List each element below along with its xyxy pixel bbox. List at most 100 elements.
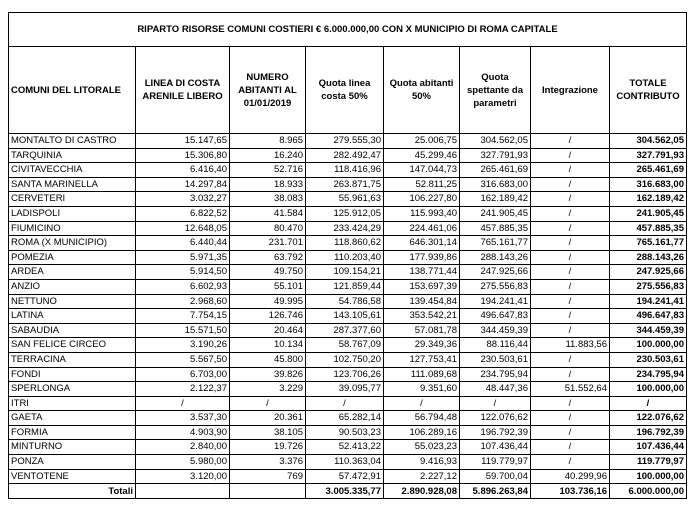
data-row: ANZIO 6.602,93 55.101 121.859,44 153.697,39 2… — [8, 278, 687, 295]
cell: / — [530, 293, 610, 310]
cell: 39.095,77 — [305, 381, 384, 397]
cell: 59.700,04 — [459, 468, 531, 485]
municipality-name: LADISPOLI — [8, 205, 136, 222]
cell: / — [530, 264, 610, 280]
cell: 29.349,36 — [383, 337, 460, 353]
cell: 16.240 — [229, 147, 306, 164]
cell: / — [530, 220, 610, 237]
cell: 4.903,90 — [135, 424, 230, 441]
cell: / — [530, 176, 610, 193]
cell: 138.771,44 — [383, 264, 460, 280]
empty-cell — [229, 483, 306, 499]
table-title: RIPARTO RISORSE COMUNI COSTIERI € 6.000.… — [8, 12, 687, 47]
cell: 769 — [229, 468, 306, 485]
cell: 38.083 — [229, 191, 306, 207]
cell: 52.413,22 — [305, 439, 384, 456]
cell: 14.297,84 — [135, 176, 230, 193]
cell: 15.147,65 — [135, 133, 230, 149]
cell: / — [229, 395, 306, 412]
cell: 115.993,40 — [383, 205, 460, 222]
cell: 49.995 — [229, 293, 306, 310]
total-cell: 103.736,16 — [530, 483, 610, 499]
data-row: MONTALTO DI CASTRO 15.147,65 8.965 279.555,… — [8, 133, 687, 149]
municipality-name: SPERLONGA — [8, 381, 136, 397]
municipality-name: MONTALTO DI CASTRO — [8, 133, 136, 149]
cell: / — [530, 162, 610, 178]
cell: 247.925,66 — [459, 264, 531, 280]
cell: 63.792 — [229, 249, 306, 266]
cell: 5.914,50 — [135, 264, 230, 280]
municipality-name: POMEZIA — [8, 249, 136, 266]
cell: 80.470 — [229, 220, 306, 237]
cell: 162.189,42 — [459, 191, 531, 207]
cell: / — [530, 410, 610, 426]
cell: 234.795,94 — [459, 366, 531, 383]
cell: 263.871,75 — [305, 176, 384, 193]
cell: 496.647,83 — [609, 308, 687, 324]
empty-cell — [135, 483, 230, 499]
cell: 765.161,77 — [609, 235, 687, 251]
municipality-name: ARDEA — [8, 264, 136, 280]
cell: 8.965 — [229, 133, 306, 149]
cell: 9.416,93 — [383, 454, 460, 470]
cell: 279.555,30 — [305, 133, 384, 149]
cell: 100.000,00 — [609, 337, 687, 353]
cell: 196.792,39 — [459, 424, 531, 441]
municipality-name: CERVETERI — [8, 191, 136, 207]
municipality-name: FONDI — [8, 366, 136, 383]
cell: 177.939,86 — [383, 249, 460, 266]
data-row: TERRACINA 5.567,50 45.800 102.750,20 127.753… — [8, 351, 687, 368]
data-row: VENTOTENE 3.120,00 769 57.472,91 2.227,12 59.… — [8, 468, 687, 485]
column-header: Quota abitanti 50% — [383, 46, 460, 134]
data-row: FONDI 6.703,00 39.826 123.706,26 111.089,68 2… — [8, 366, 687, 383]
cell: 110.363,04 — [305, 454, 384, 470]
cell: 111.089,68 — [383, 366, 460, 383]
cell: 6.440,44 — [135, 235, 230, 251]
cell: 496.647,83 — [459, 308, 531, 324]
data-row: NETTUNO 2.968,60 49.995 54.786,58 139.454,84… — [8, 293, 687, 310]
data-row: FORMIA 4.903,90 38.105 90.503,23 106.289,16 1… — [8, 424, 687, 441]
total-cell: 6.000.000,00 — [609, 483, 687, 499]
cell: 10.134 — [229, 337, 306, 353]
cell: 25.006,75 — [383, 133, 460, 149]
column-header: TOTALE CONTRIBUTO — [609, 46, 687, 134]
cell: 55.023,23 — [383, 439, 460, 456]
cell: 3.229 — [229, 381, 306, 397]
cell: 123.706,26 — [305, 366, 384, 383]
cell: 65.282,14 — [305, 410, 384, 426]
totals-row: Totali 3.005.335,77 2.890.928,08 5.896.263,… — [8, 483, 687, 499]
cell: 3.537,30 — [135, 410, 230, 426]
municipality-name: ROMA (X MUNICIPIO) — [8, 235, 136, 251]
totals-label: Totali — [8, 483, 136, 499]
cell: 6.822,52 — [135, 205, 230, 222]
cell: 11.883,56 — [530, 337, 610, 353]
cell: 19.726 — [229, 439, 306, 456]
cell: 2.227,12 — [383, 468, 460, 485]
cell: 106.289,16 — [383, 424, 460, 441]
cell: 107.436,44 — [459, 439, 531, 456]
municipality-name: FIUMICINO — [8, 220, 136, 237]
cell: 231.701 — [229, 235, 306, 251]
cell: 52.716 — [229, 162, 306, 178]
municipality-name: TARQUINIA — [8, 147, 136, 164]
data-row: SPERLONGA 2.122,37 3.229 39.095,77 9.351,60 4… — [8, 381, 687, 397]
municipality-name: GAETA — [8, 410, 136, 426]
municipality-name: TERRACINA — [8, 351, 136, 368]
cell: 122.076,62 — [459, 410, 531, 426]
municipality-name: LATINA — [8, 308, 136, 324]
cell: / — [530, 249, 610, 266]
cell: 55.961,63 — [305, 191, 384, 207]
cell: 147.044,73 — [383, 162, 460, 178]
cell: 107.436,44 — [609, 439, 687, 456]
cell: 646.301,14 — [383, 235, 460, 251]
cell: 20.464 — [229, 322, 306, 339]
cell: 241.905,45 — [459, 205, 531, 222]
cell: 20.361 — [229, 410, 306, 426]
municipality-name: FORMIA — [8, 424, 136, 441]
title-row: RIPARTO RISORSE COMUNI COSTIERI € 6.000.… — [8, 12, 687, 47]
cell: / — [530, 235, 610, 251]
cell: 457.885,35 — [459, 220, 531, 237]
data-row: POMEZIA 5.971,35 63.792 110.203,40 177.939,8… — [8, 249, 687, 266]
cell: / — [530, 322, 610, 339]
